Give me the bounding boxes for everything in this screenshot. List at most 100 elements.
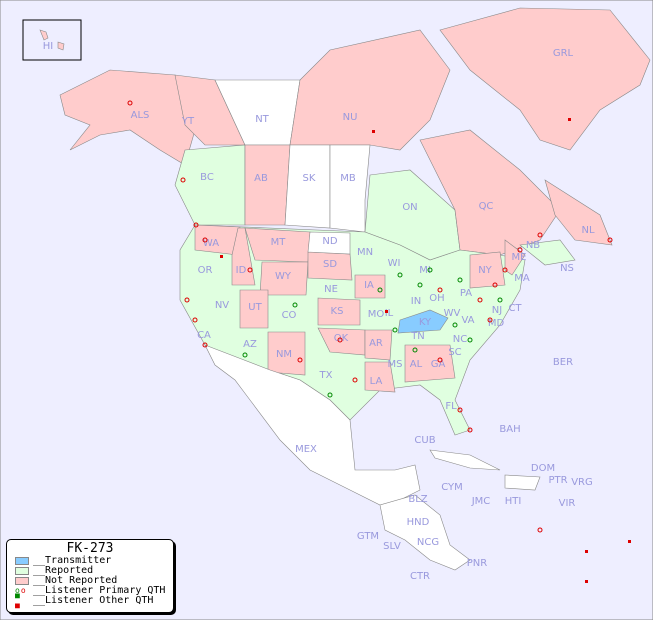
listener-marker [457,277,463,283]
listener-marker [202,342,208,348]
listener-marker [517,247,523,253]
region-label-tn: TN [410,331,425,342]
region-label-ks: KS [331,306,344,317]
region-qc [419,129,561,256]
listener-marker [397,272,403,278]
region-label-va: VA [461,315,474,326]
listener-marker [467,337,473,343]
listener-marker [502,267,508,273]
square-marker-icon: ■ ■ [15,591,21,610]
reported-swatch [15,567,29,575]
region-ab [244,144,291,226]
state-la [364,361,396,393]
region-label-ny: NY [478,265,492,276]
state-ks [317,297,361,326]
region-hispaniola [504,474,541,491]
region-label-hti: HTI [505,496,522,507]
legend-primary-qth: oo __Listener Primary QTH [7,586,173,596]
region-label-als: ALS [131,110,150,121]
region-label-dom: DOM [531,463,555,474]
listener-marker [437,357,443,363]
region-alaska [59,69,206,166]
listener-marker [487,317,493,323]
region-label-wv: WV [444,308,461,319]
listener-marker [417,282,423,288]
region-label-md: MD [488,318,505,329]
region-label-or: OR [198,265,213,276]
legend-label: __Reported [33,565,94,576]
region-label-ne: NE [324,284,338,295]
region-label-mo: MO [368,309,385,320]
region-label-vrg: VRG [571,477,593,488]
region-label-ns: NS [560,263,574,274]
region-label-bc: BC [200,172,214,183]
state-ky-transmitter [397,309,449,334]
region-label-ar: AR [369,338,383,349]
listener-marker [180,177,186,183]
legend-label: __Listener Primary QTH [33,585,166,596]
region-bc [174,144,246,226]
region-label-qc: QC [479,201,494,212]
region-label-cub: CUB [414,435,435,446]
circle-marker-icon: oo [15,586,27,595]
listener-other-marker [385,310,388,313]
region-mexico [204,344,421,506]
legend-reported: __Reported [7,566,173,576]
state-ar [364,329,393,361]
listener-marker [327,392,333,398]
region-label-sd: SD [323,259,337,270]
listener-marker [337,337,343,343]
listener-other-marker [585,580,588,583]
region-label-hnd: HND [407,517,430,528]
listener-marker [242,352,248,358]
listener-marker [193,222,199,228]
listener-marker [412,347,418,353]
listener-other-marker [372,130,375,133]
region-label-nc: NC [453,334,467,345]
region-label-ctr: CTR [410,571,430,582]
region-label-ky: KY [419,317,432,328]
region-label-ca: CA [197,330,211,341]
region-label-wa: WA [203,238,219,249]
region-sk [284,144,331,229]
listener-other-marker [568,118,571,121]
region-label-me: ME [512,252,527,263]
region-hawaii [39,29,65,51]
listener-other-marker [220,255,223,258]
legend-title: FK-273 [66,541,114,556]
region-label-mn: MN [357,247,373,258]
region-label-nb: NB [526,240,540,251]
region-label-nu: NU [343,112,358,123]
listener-marker [392,327,398,333]
listener-marker [427,267,433,273]
legend-label: __Listener Other QTH [33,595,154,606]
legend-label: __Not Reported [33,575,118,586]
listener-marker [457,407,463,413]
state-ut [239,289,269,329]
region-label-nj: NJ [492,305,502,316]
listener-marker [607,237,613,243]
region-label-ct: CT [508,303,522,314]
hawaii-inset [22,19,82,61]
region-label-ia: IA [364,280,374,291]
region-label-ptr: PTR [548,475,567,486]
listener-marker [192,317,198,323]
region-label-ma: MA [514,273,530,284]
region-label-il: IL [385,308,394,319]
region-yukon [174,74,246,146]
region-label-grl: GRL [553,48,574,59]
listener-marker [127,100,133,106]
listener-marker [292,302,298,308]
listener-marker [202,237,208,243]
listener-marker [437,287,443,293]
listener-marker [247,267,253,273]
region-label-slv: SLV [383,541,401,552]
region-label-mt: MT [271,237,287,248]
region-label-sk: SK [303,173,316,184]
region-label-pnr: PNR [467,558,488,569]
listener-marker [352,377,358,383]
listener-marker [297,357,303,363]
region-label-co: CO [282,310,297,321]
state-wy [259,261,309,296]
region-label-la: LA [370,376,383,387]
